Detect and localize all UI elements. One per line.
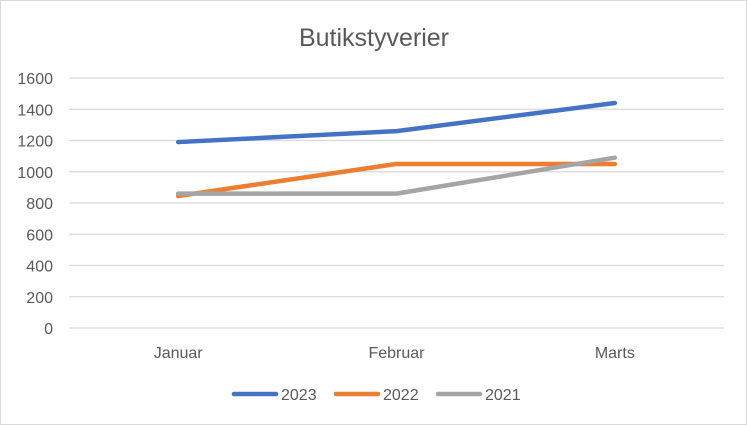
chart-title: Butikstyverier bbox=[299, 24, 449, 52]
legend-item-2022: 2022 bbox=[333, 387, 419, 404]
legend-item-2023: 2023 bbox=[231, 387, 317, 404]
y-tick-label: 0 bbox=[44, 321, 53, 338]
legend-item-2021: 2021 bbox=[435, 387, 521, 404]
series-lines bbox=[175, 100, 618, 199]
legend-label: 2023 bbox=[281, 387, 317, 404]
y-tick-label: 400 bbox=[26, 259, 53, 276]
x-tick-label: Januar bbox=[154, 345, 204, 362]
y-tick-label: 800 bbox=[26, 196, 53, 213]
y-tick-label: 600 bbox=[26, 227, 53, 244]
y-tick-label: 1000 bbox=[17, 165, 53, 182]
x-tick-label: Februar bbox=[368, 345, 425, 362]
y-tick-label: 200 bbox=[26, 290, 53, 307]
y-tick-label: 1400 bbox=[17, 102, 53, 119]
y-axis-ticks: 0 200 400 600 800 1000 1200 1400 1600 bbox=[17, 71, 53, 338]
legend-label: 2022 bbox=[383, 387, 419, 404]
gridlines bbox=[69, 77, 724, 329]
y-tick-label: 1600 bbox=[17, 71, 53, 88]
x-tick-label: Marts bbox=[595, 345, 635, 362]
legend-label: 2021 bbox=[485, 387, 521, 404]
x-axis-ticks: Januar Februar Marts bbox=[154, 345, 635, 362]
legend: 2023 2022 2021 bbox=[231, 387, 521, 404]
y-tick-label: 1200 bbox=[17, 134, 53, 151]
